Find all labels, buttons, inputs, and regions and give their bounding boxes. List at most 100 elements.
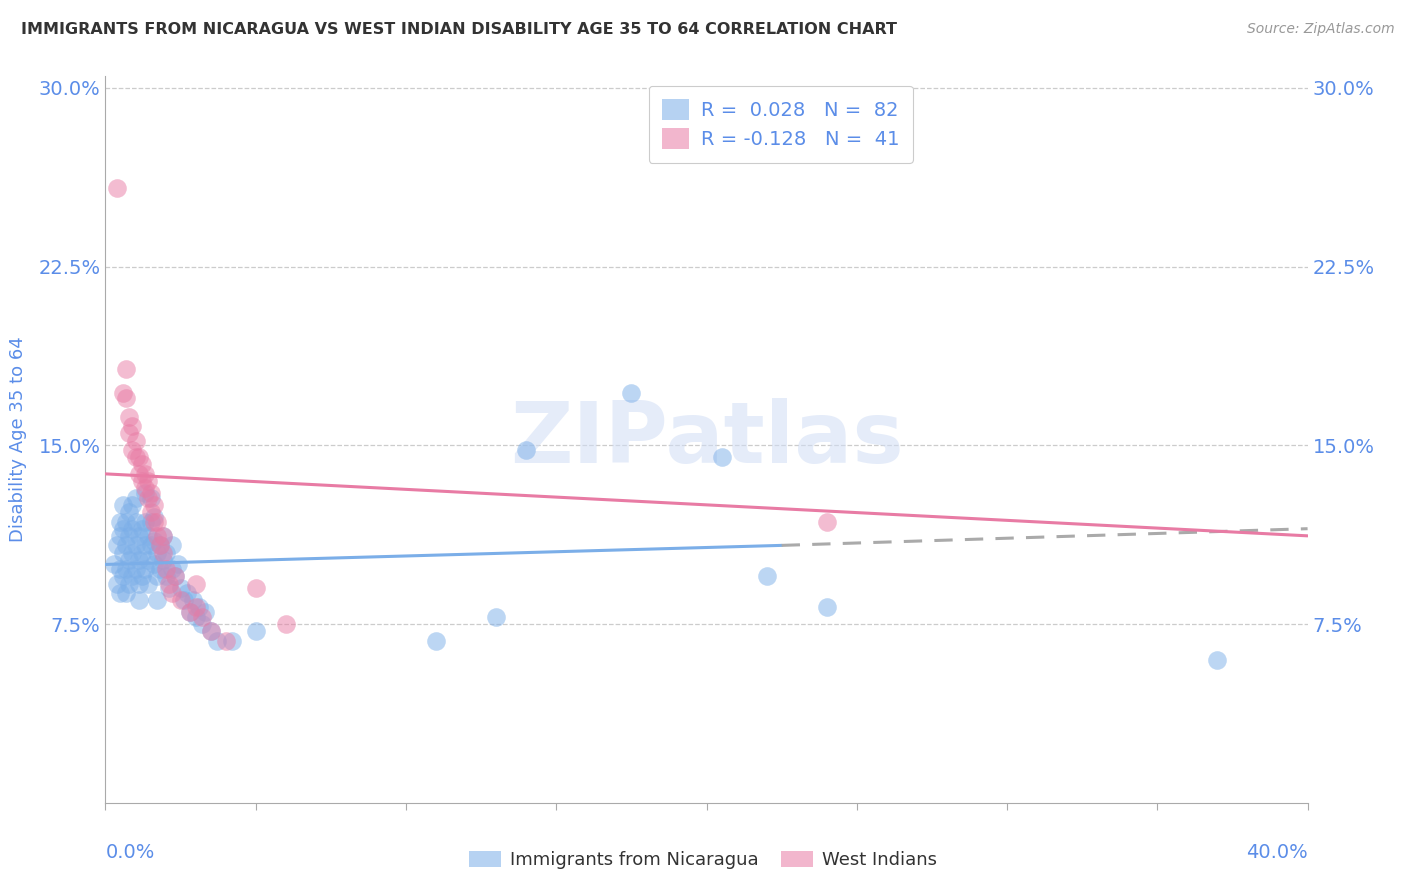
Legend: R =  0.028   N =  82, R = -0.128   N =  41: R = 0.028 N = 82, R = -0.128 N = 41 (648, 86, 912, 163)
Point (115, 515, 138, 529)
Point (815, 515, 838, 529)
Point (121, 522, 143, 536)
Point (145, 515, 167, 529)
Point (194, 605, 217, 619)
Point (515, 443, 537, 458)
Point (148, 562, 170, 576)
Point (190, 617, 212, 632)
Point (110, 586, 132, 600)
Point (152, 545, 174, 559)
Point (112, 498, 135, 512)
Point (128, 467, 150, 481)
Y-axis label: Disability Age 35 to 64: Disability Age 35 to 64 (10, 336, 27, 542)
Point (145, 593, 167, 607)
Point (160, 538, 183, 552)
Point (179, 605, 201, 619)
Point (136, 491, 159, 505)
Point (710, 450, 733, 465)
Point (245, 624, 267, 639)
Point (179, 605, 201, 619)
Point (145, 569, 167, 583)
Point (128, 529, 150, 543)
Point (118, 426, 141, 441)
Point (134, 562, 156, 576)
Point (157, 582, 180, 596)
Point (136, 552, 159, 566)
Point (124, 491, 146, 505)
Point (155, 569, 177, 583)
Point (124, 450, 146, 465)
Point (121, 443, 143, 458)
Text: 40.0%: 40.0% (1246, 843, 1308, 862)
Text: Source: ZipAtlas.com: Source: ZipAtlas.com (1247, 22, 1395, 37)
Point (128, 593, 150, 607)
Point (124, 538, 146, 552)
Point (163, 569, 186, 583)
Point (152, 529, 174, 543)
Point (620, 385, 643, 400)
Point (128, 450, 150, 465)
Point (118, 505, 141, 519)
Point (110, 515, 132, 529)
Point (124, 434, 146, 448)
Point (184, 600, 207, 615)
Point (118, 529, 141, 543)
Point (118, 576, 141, 591)
Point (184, 576, 207, 591)
Point (169, 593, 191, 607)
Point (160, 562, 183, 576)
Point (103, 558, 125, 572)
Point (205, 633, 228, 648)
Point (139, 538, 162, 552)
Point (155, 562, 177, 576)
Point (115, 391, 138, 405)
Point (110, 562, 132, 576)
Point (124, 515, 146, 529)
Point (136, 576, 159, 591)
Point (112, 522, 135, 536)
Text: ZIPatlas: ZIPatlas (509, 398, 904, 481)
Point (152, 552, 174, 566)
Point (121, 419, 143, 434)
Point (160, 586, 183, 600)
Point (142, 515, 165, 529)
Point (187, 600, 209, 615)
Text: 0.0%: 0.0% (105, 843, 155, 862)
Point (214, 633, 236, 648)
Point (134, 481, 156, 495)
Point (184, 610, 207, 624)
Point (221, 633, 243, 648)
Point (121, 498, 143, 512)
Point (425, 633, 447, 648)
Point (169, 582, 191, 596)
Legend: Immigrants from Nicaragua, West Indians: Immigrants from Nicaragua, West Indians (460, 842, 946, 879)
Point (115, 562, 138, 576)
Point (181, 593, 204, 607)
Point (131, 458, 153, 472)
Point (139, 491, 162, 505)
Point (157, 576, 180, 591)
Point (755, 569, 778, 583)
Point (166, 558, 188, 572)
Point (139, 486, 162, 500)
Point (112, 569, 135, 583)
Point (190, 610, 212, 624)
Point (1206, 653, 1229, 667)
Point (200, 624, 222, 639)
Point (131, 569, 153, 583)
Point (134, 538, 156, 552)
Point (131, 545, 153, 559)
Point (128, 576, 150, 591)
Point (121, 545, 143, 559)
Point (107, 181, 129, 195)
Point (115, 586, 138, 600)
Point (134, 486, 156, 500)
Point (115, 538, 138, 552)
Point (145, 529, 167, 543)
Point (118, 409, 141, 424)
Point (274, 617, 297, 632)
Point (142, 533, 165, 548)
Point (163, 569, 186, 583)
Point (155, 545, 177, 559)
Point (131, 474, 153, 488)
